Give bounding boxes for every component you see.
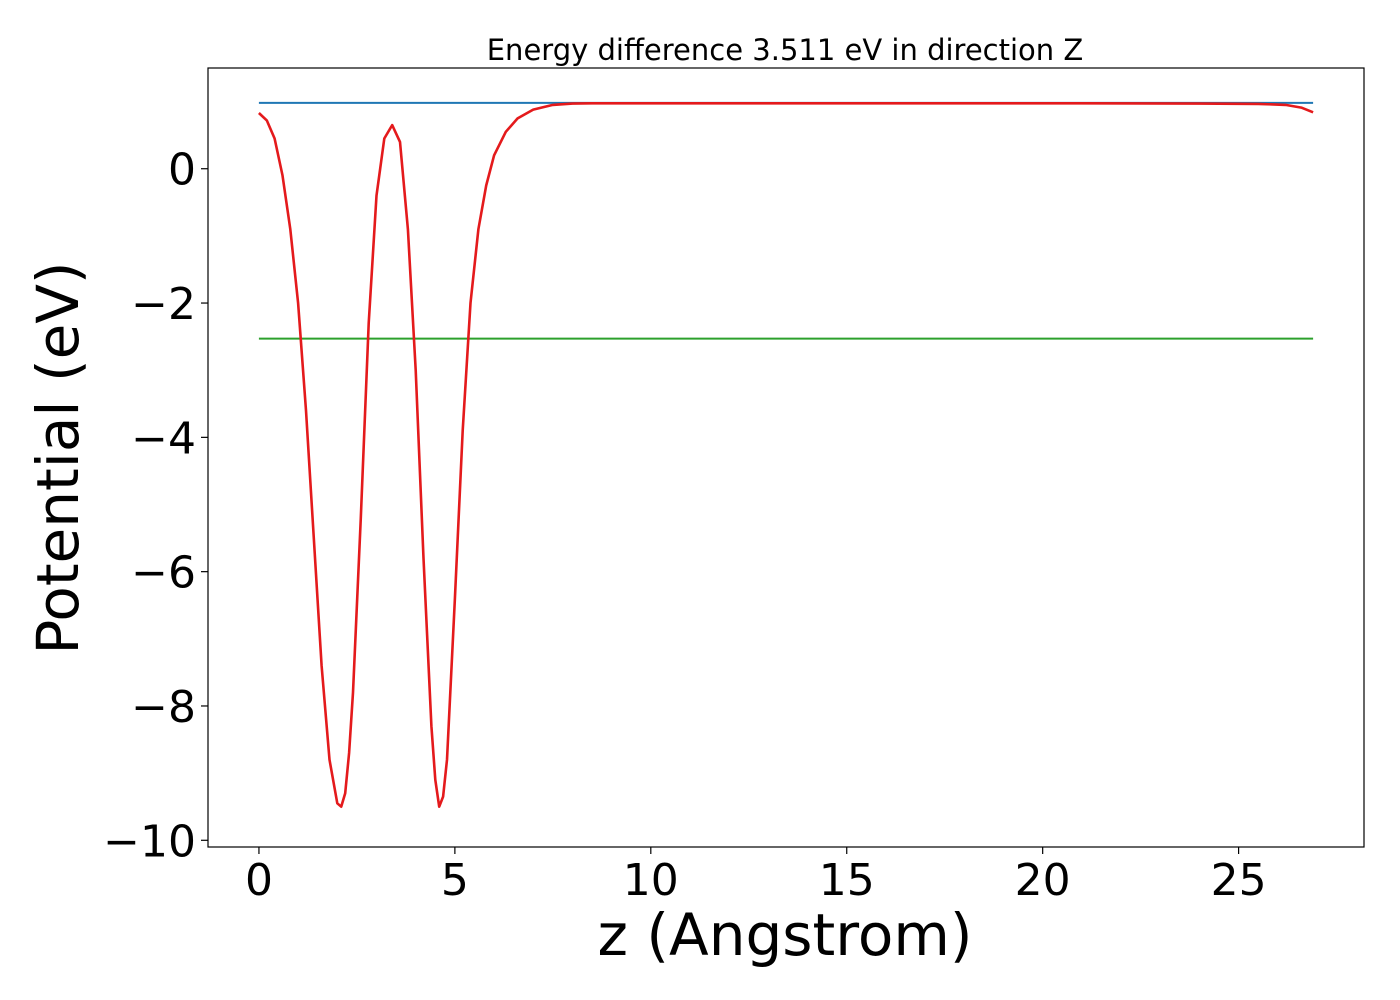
y-tick-label: −10: [103, 816, 196, 867]
chart-title: Energy difference 3.511 eV in direction …: [487, 33, 1084, 67]
y-tick-label: −6: [131, 548, 196, 599]
y-axis-label: Potential (eV): [24, 261, 92, 654]
x-axis: 0 5 10 15 20 25: [245, 847, 1267, 906]
x-axis-label: z (Angstrom): [598, 901, 973, 969]
plot-frame: [207, 67, 1365, 848]
x-tick-label: 0: [245, 855, 273, 906]
x-tick-label: 25: [1211, 855, 1267, 906]
y-axis: 0 −2 −4 −6 −8 −10: [103, 145, 208, 867]
x-tick-label: 5: [441, 855, 469, 906]
x-tick-label: 15: [819, 855, 875, 906]
y-tick-label: −8: [131, 682, 196, 733]
y-tick-label: −4: [131, 413, 196, 464]
plot-area: [258, 101, 1314, 809]
y-tick-label: −2: [131, 279, 196, 330]
potential-curve: [258, 102, 1314, 809]
x-tick-label: 10: [623, 855, 679, 906]
x-tick-label: 20: [1015, 855, 1071, 906]
y-tick-label: 0: [168, 145, 196, 196]
